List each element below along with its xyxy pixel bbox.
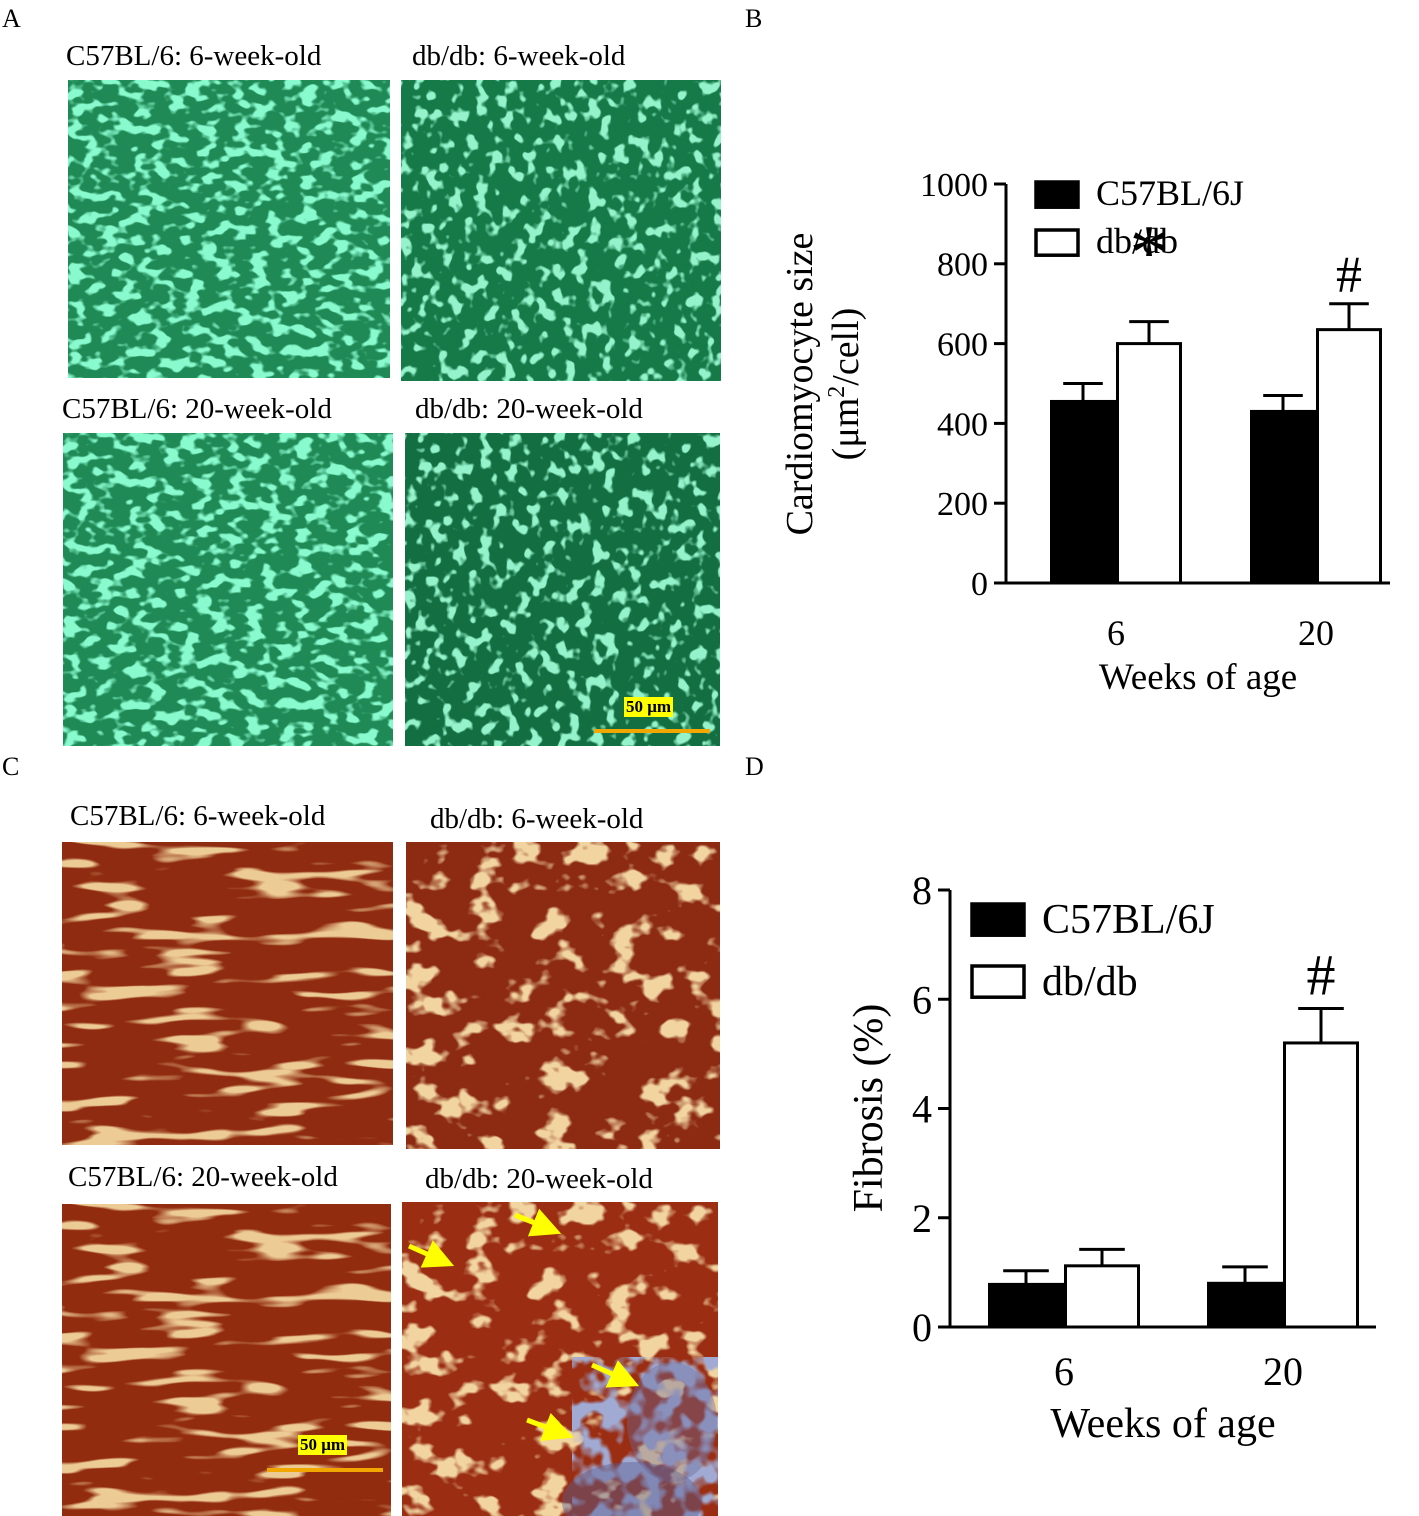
- x-axis-label: Weeks of age: [1050, 1401, 1275, 1447]
- micrograph-trichrome-c57-20wk: [62, 1204, 391, 1516]
- significance-marker: #: [1307, 943, 1336, 1008]
- legend-label: db/db: [1096, 221, 1178, 261]
- arrow-icon: [407, 1240, 455, 1268]
- x-tick-label: 6: [1107, 613, 1125, 653]
- y-axis-unit: (μm2/cell): [824, 308, 867, 461]
- arrow-icon: [526, 1412, 574, 1441]
- x-tick-label: 20: [1263, 1349, 1303, 1394]
- micrograph-caption: db/db: 6-week-old: [412, 40, 626, 72]
- y-tick-label: 8: [912, 868, 932, 913]
- micrograph-caption: db/db: 20-week-old: [425, 1163, 653, 1195]
- micrograph-caption: C57BL/6: 6-week-old: [66, 40, 322, 72]
- chart-cardiomyocyte-size: 0 200 400 600 800 1000 6 20 * # Weeks of age C57BL/…: [779, 167, 1390, 698]
- micrograph-wgh-c57-20wk: [63, 433, 393, 746]
- arrow-icon: [590, 1360, 640, 1388]
- x-axis-label: Weeks of age: [1099, 657, 1297, 698]
- bar: [1050, 399, 1116, 585]
- bar: [1250, 409, 1316, 585]
- panel-letter-c: C: [2, 752, 20, 781]
- y-tick-label: 6: [912, 977, 932, 1022]
- legend-label: C57BL/6J: [1042, 897, 1215, 943]
- micrograph-trichrome-c57-6wk: [62, 842, 393, 1145]
- scale-bar: [267, 1468, 383, 1472]
- y-tick-label: 400: [937, 406, 988, 443]
- micrograph-caption: C57BL/6: 6-week-old: [70, 800, 326, 832]
- y-axis-label: Cardiomyocyte size: [779, 233, 821, 536]
- arrow-icon: [514, 1208, 562, 1237]
- bar: [1064, 1264, 1140, 1329]
- y-tick-label: 800: [937, 247, 988, 284]
- scale-bar-label: 50 μm: [298, 1435, 348, 1455]
- legend-swatch: [970, 902, 1026, 937]
- y-tick-label: 2: [912, 1196, 932, 1241]
- micrograph-caption: db/db: 6-week-old: [430, 803, 644, 835]
- micrograph-caption: C57BL/6: 20-week-old: [68, 1161, 338, 1193]
- legend-label: db/db: [1042, 959, 1138, 1005]
- panel-letter-a: A: [2, 4, 21, 33]
- scale-bar: [594, 729, 710, 733]
- legend-label: C57BL/6J: [1096, 173, 1244, 213]
- legend-swatch: [1034, 228, 1080, 257]
- micrograph-caption: db/db: 20-week-old: [415, 393, 643, 425]
- y-tick-label: 4: [912, 1087, 932, 1132]
- y-tick-label: 0: [971, 566, 988, 603]
- y-tick-label: 1000: [920, 167, 988, 204]
- y-tick-label: 200: [937, 486, 988, 523]
- significance-marker: *: [1130, 208, 1169, 295]
- y-tick-label: 0: [912, 1305, 932, 1350]
- significance-marker: #: [1336, 247, 1362, 304]
- micrograph-wgh-dbdb-20wk: [405, 433, 720, 746]
- bar: [1283, 1041, 1359, 1329]
- bar: [988, 1282, 1064, 1329]
- chart-fibrosis: 0 2 4 6 8 6 20 # Weeks of age C57BL/6J db/db Fibros…: [846, 868, 1376, 1447]
- y-tick-label: 600: [937, 327, 988, 364]
- x-tick-label: 6: [1054, 1349, 1074, 1394]
- bar: [1316, 328, 1382, 585]
- micrograph-trichrome-dbdb-6wk: [406, 842, 720, 1149]
- micrograph-trichrome-dbdb-20wk: [402, 1202, 718, 1516]
- micrograph-caption: C57BL/6: 20-week-old: [62, 393, 332, 425]
- x-tick-label: 20: [1298, 613, 1334, 653]
- legend-swatch: [1034, 180, 1080, 209]
- bar: [1207, 1281, 1283, 1329]
- y-axis-label: Fibrosis (%): [846, 1004, 892, 1213]
- micrograph-wgh-dbdb-6wk: [401, 80, 721, 381]
- panel-letter-b: B: [745, 4, 763, 33]
- micrograph-wgh-c57-6wk: [68, 80, 390, 378]
- bar: [1116, 342, 1182, 585]
- panel-letter-d: D: [745, 752, 764, 781]
- fibrosis-arrows: [407, 1208, 640, 1441]
- legend-swatch: [970, 964, 1026, 999]
- scale-bar-label: 50 μm: [624, 697, 674, 717]
